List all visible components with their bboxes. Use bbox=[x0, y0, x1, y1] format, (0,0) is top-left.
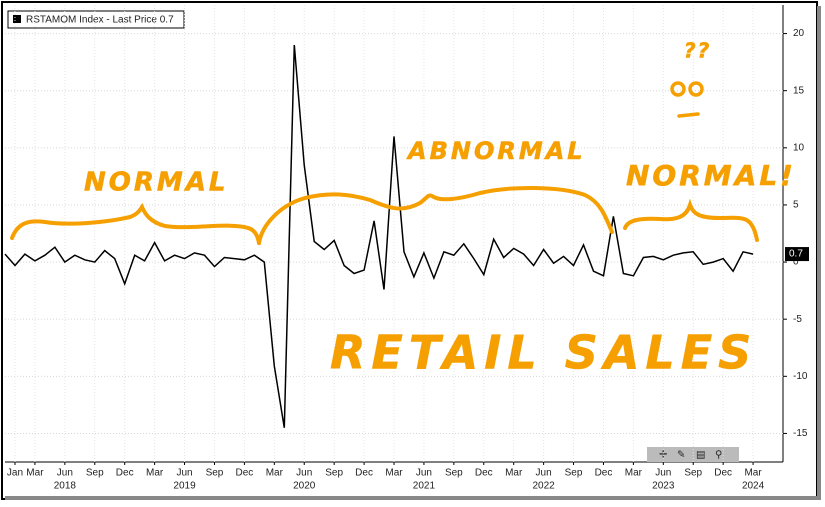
x-tick-label: Jun bbox=[57, 468, 73, 479]
annotation: ABNORMAL bbox=[406, 137, 586, 165]
x-year-label: 2020 bbox=[293, 481, 316, 492]
x-tick-label: Dec bbox=[475, 468, 493, 479]
legend: RSTAMOM Index - Last Price 0.7 bbox=[7, 10, 185, 29]
x-year-label: 2019 bbox=[173, 481, 196, 492]
x-tick-label: Jun bbox=[536, 468, 552, 479]
x-tick-label: Mar bbox=[505, 468, 523, 479]
x-tick-label: Mar bbox=[625, 468, 643, 479]
x-tick-label: Sep bbox=[206, 468, 224, 479]
annotation-brace bbox=[257, 185, 614, 245]
x-tick-label: Mar bbox=[146, 468, 164, 479]
x-tick-label: Sep bbox=[86, 468, 104, 479]
x-tick-label: Dec bbox=[116, 468, 134, 479]
last-price-tag bbox=[785, 247, 809, 262]
x-year-label: 2024 bbox=[742, 481, 765, 492]
frame-shadow bbox=[817, 6, 821, 500]
annotation-face-eye bbox=[670, 81, 686, 97]
annotation-face-eye bbox=[688, 81, 704, 97]
x-tick-label: Jun bbox=[655, 468, 671, 479]
y-tick-label: -5 bbox=[793, 314, 802, 325]
x-tick-label: Mar bbox=[26, 468, 44, 479]
legend-swatch bbox=[13, 15, 21, 23]
annotation-brace bbox=[10, 202, 261, 245]
x-tick-label: Dec bbox=[235, 468, 253, 479]
x-year-label: 2022 bbox=[532, 481, 555, 492]
toolbar-icon[interactable]: ▤ bbox=[696, 450, 705, 461]
x-year-label: 2023 bbox=[652, 481, 675, 492]
toolbar-box bbox=[647, 447, 739, 462]
x-year-label: 2018 bbox=[54, 481, 77, 492]
y-tick-label: -10 bbox=[793, 371, 808, 382]
y-tick-label: 0 bbox=[793, 257, 799, 268]
x-tick-label: Sep bbox=[325, 468, 343, 479]
annotation-face-mouth bbox=[677, 112, 700, 118]
x-year-label: 2021 bbox=[413, 481, 436, 492]
x-tick-label: Sep bbox=[565, 468, 583, 479]
x-tick-label: Dec bbox=[355, 468, 373, 479]
y-tick-label: 20 bbox=[793, 28, 805, 39]
x-tick-label: Sep bbox=[684, 468, 702, 479]
annotation: ?? bbox=[684, 39, 711, 63]
x-tick-label: Jun bbox=[296, 468, 312, 479]
x-tick-label: Jan bbox=[7, 468, 23, 479]
x-tick-label: Dec bbox=[714, 468, 732, 479]
frame bbox=[1, 1, 818, 500]
x-tick-label: Jun bbox=[176, 468, 192, 479]
x-tick-label: Mar bbox=[385, 468, 403, 479]
x-tick-label: Sep bbox=[445, 468, 463, 479]
y-tick-label: 5 bbox=[793, 200, 799, 211]
annotation: NORMAL bbox=[84, 168, 228, 198]
legend-label: RSTAMOM Index - Last Price 0.7 bbox=[26, 15, 174, 26]
series-line bbox=[4, 44, 754, 428]
last-price-label: 0.7 bbox=[789, 249, 803, 260]
x-tick-label: Mar bbox=[266, 468, 284, 479]
x-tick-label: Dec bbox=[595, 468, 613, 479]
toolbar-icon[interactable]: ✎ bbox=[677, 450, 685, 461]
frame-shadow bbox=[5, 496, 820, 500]
annotation: RETAIL SALES bbox=[330, 326, 757, 380]
x-tick-label: Jun bbox=[416, 468, 432, 479]
annotation: NORMAL! bbox=[626, 159, 796, 192]
legend-box bbox=[7, 10, 185, 29]
y-tick-label: 15 bbox=[793, 85, 805, 96]
y-tick-label: -15 bbox=[793, 428, 808, 439]
toolbar-icon[interactable]: ⚲ bbox=[715, 450, 722, 461]
annotation-brace bbox=[623, 198, 759, 242]
x-tick-label: Mar bbox=[744, 468, 762, 479]
y-tick-label: 10 bbox=[793, 142, 805, 153]
